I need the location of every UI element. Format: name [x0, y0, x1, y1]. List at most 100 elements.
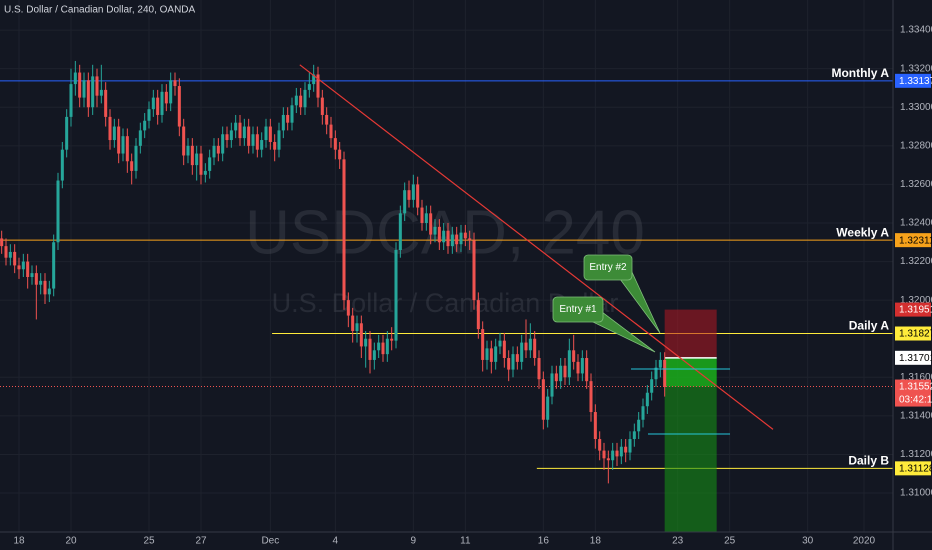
x-tick-label: 25: [143, 536, 155, 547]
y-tick-label: 1.33200: [900, 63, 932, 74]
y-tick-label: 1.33000: [900, 102, 932, 113]
entry-label: 1.31701: [899, 353, 932, 364]
candle-body: [143, 120, 147, 131]
level-label: 1.31827: [899, 329, 932, 340]
candle-body: [169, 80, 173, 104]
open-pnl-zone: [664, 357, 717, 387]
candle-body: [195, 153, 199, 166]
y-tick-label: 1.31600: [900, 372, 932, 383]
candle-body: [47, 288, 51, 295]
candle-body: [437, 226, 441, 243]
candle-body: [69, 84, 73, 117]
candle-body: [234, 122, 238, 131]
candle-body: [602, 450, 606, 459]
candle-body: [138, 130, 142, 146]
level-label: 1.32311: [899, 235, 932, 246]
candle-body: [39, 280, 43, 285]
x-tick-label: 20: [65, 536, 77, 547]
y-tick-label: 1.33400: [900, 25, 932, 36]
candle-body: [394, 249, 398, 341]
candle-body: [221, 134, 225, 154]
candle-body: [186, 145, 190, 156]
candle-body: [151, 97, 155, 110]
candle-body: [82, 80, 86, 98]
candle-body: [34, 273, 38, 285]
candle-body: [299, 95, 303, 108]
candle-body: [585, 358, 589, 382]
candle-body: [641, 406, 645, 420]
y-tick-label: 1.32200: [900, 256, 932, 267]
candle-body: [312, 74, 316, 85]
candle-body: [4, 246, 8, 258]
candle-body: [615, 450, 619, 457]
x-tick-label: 27: [195, 536, 207, 547]
candle-body: [247, 126, 251, 146]
candle-body: [619, 446, 623, 457]
candle-body: [21, 261, 25, 270]
candle-body: [359, 323, 363, 347]
candle-body: [338, 149, 342, 160]
candle-body: [645, 392, 649, 407]
x-tick-label: 2020: [853, 536, 876, 547]
candle-body: [494, 346, 498, 362]
candle-body: [316, 74, 320, 98]
current-price-label-bg: [895, 379, 931, 394]
candle-body: [632, 431, 636, 440]
level-name: Daily B: [848, 454, 889, 468]
candle-body: [290, 105, 294, 123]
candle-body: [455, 234, 459, 245]
candle-body: [104, 89, 108, 117]
candle-body: [281, 114, 285, 131]
candle-body: [121, 136, 125, 154]
candle-body: [134, 145, 138, 171]
stop-label-bg: [895, 302, 931, 317]
candle-body: [117, 126, 121, 154]
candle-body: [73, 72, 77, 85]
candle-body: [459, 232, 463, 245]
callout-text: Entry #1: [559, 304, 597, 315]
candle-body: [160, 91, 164, 115]
candle-body: [567, 350, 571, 378]
level-name: Daily A: [849, 319, 890, 333]
candle-body: [515, 354, 519, 362]
candle-body: [355, 323, 359, 332]
candle-body: [125, 136, 129, 162]
candle-body: [476, 300, 480, 330]
candle-body: [56, 180, 60, 243]
candle-body: [381, 342, 385, 355]
candle-body: [429, 213, 433, 235]
x-tick-label: 16: [538, 536, 550, 547]
countdown-label: 03:42:17: [899, 395, 932, 406]
candle-body: [294, 95, 298, 106]
stop-zone: [664, 309, 717, 358]
candle-body: [225, 134, 229, 141]
x-tick-label: 23: [672, 536, 684, 547]
candle-body: [212, 145, 216, 158]
candle-body: [650, 379, 654, 393]
candle-body: [559, 365, 563, 382]
candle-body: [407, 190, 411, 200]
candle-body: [216, 145, 220, 154]
candle-body: [489, 348, 493, 362]
candle-body: [550, 373, 554, 397]
candle-body: [199, 153, 203, 175]
candle-body: [320, 97, 324, 115]
candle-body: [385, 338, 389, 355]
candle-body: [541, 379, 545, 420]
candle-body: [598, 439, 602, 451]
candle-body: [528, 338, 532, 351]
y-tick-label: 1.32400: [900, 218, 932, 229]
candle-body: [485, 348, 489, 360]
candle-body: [481, 329, 485, 360]
candle-body: [0, 238, 4, 247]
candle-body: [264, 126, 268, 141]
level-label: 1.31128: [899, 463, 932, 474]
candle-body: [576, 361, 580, 374]
candle-body: [65, 116, 69, 150]
candle-body: [268, 126, 272, 142]
callout-box: [583, 254, 633, 281]
candle-body: [251, 134, 255, 146]
y-tick-label: 1.31400: [900, 411, 932, 422]
candle-body: [520, 342, 524, 362]
